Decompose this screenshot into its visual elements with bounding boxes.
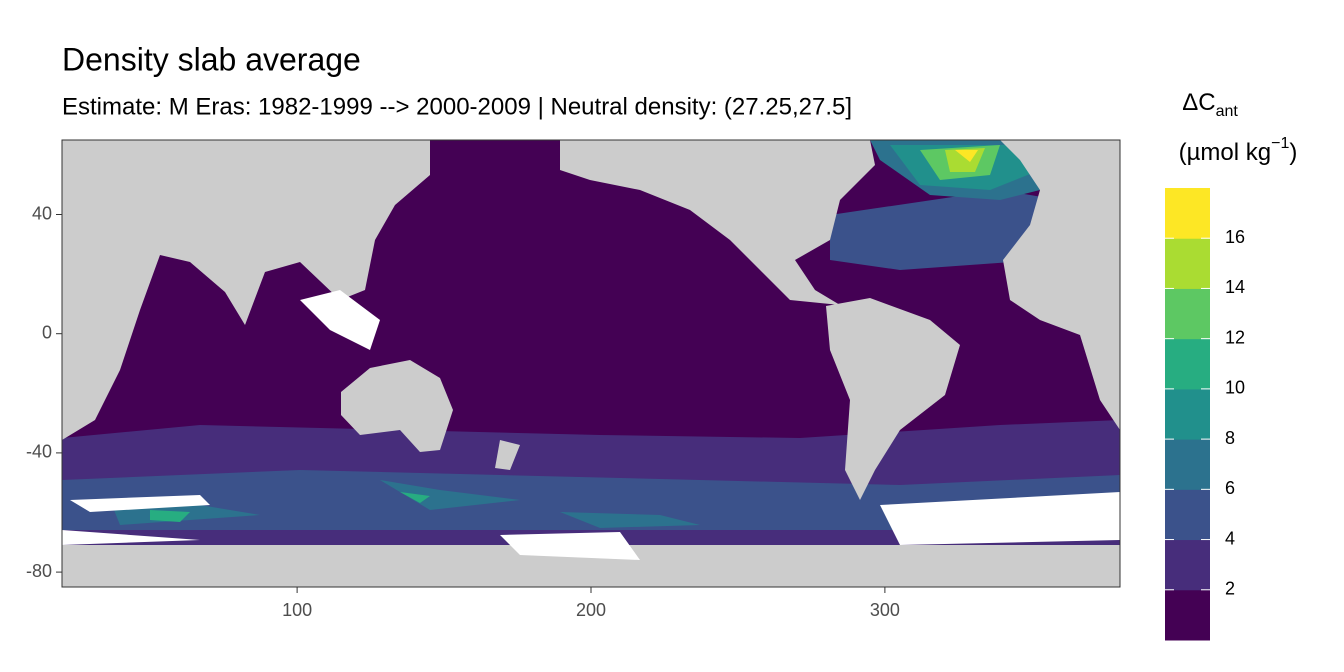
y-tick-label: 40 <box>32 203 52 223</box>
legend-swatch <box>1165 238 1210 289</box>
legend-swatch <box>1165 288 1210 340</box>
land <box>62 140 1120 587</box>
map <box>61 139 1121 588</box>
legend-label: 16 <box>1225 227 1245 247</box>
legend-label: 10 <box>1225 378 1245 398</box>
legend-label: 12 <box>1225 327 1245 347</box>
legend-swatch <box>1165 489 1210 541</box>
chart-subtitle: Estimate: M Eras: 1982-1999 --> 2000-200… <box>62 93 852 120</box>
region <box>150 492 430 522</box>
y-tick-label: -40 <box>26 442 52 462</box>
legend-unit-close: ) <box>1289 139 1297 166</box>
chart-title: Density slab average <box>62 41 361 77</box>
legend-unit: (µmol kg−1) <box>1179 135 1298 166</box>
legend-unit-sup: −1 <box>1271 135 1289 152</box>
region <box>955 150 978 162</box>
legend-label: 6 <box>1225 478 1235 498</box>
legend-label: 4 <box>1225 528 1235 548</box>
legend-title: ΔCant <box>1182 89 1238 120</box>
legend-swatch <box>1165 439 1210 490</box>
y-tick-label: -80 <box>26 561 52 581</box>
legend-swatch <box>1165 188 1210 239</box>
legend-title-sub: ant <box>1216 103 1239 120</box>
legend-swatch <box>1165 539 1210 591</box>
legend-title-main: ΔC <box>1182 89 1215 116</box>
no-data <box>62 290 1120 560</box>
region <box>110 480 700 528</box>
y-tick-label: 0 <box>42 322 52 342</box>
x-tick-label: 300 <box>870 600 900 620</box>
region <box>830 190 1060 270</box>
legend-label: 14 <box>1225 277 1245 297</box>
legend-swatch <box>1165 338 1210 390</box>
legend-swatch <box>1165 589 1210 641</box>
legend-unit-main: (µmol kg <box>1179 139 1272 166</box>
legend-swatch <box>1165 388 1210 440</box>
x-tick-label: 100 <box>282 600 312 620</box>
x-tick-label: 200 <box>576 600 606 620</box>
legend-label: 2 <box>1225 579 1235 599</box>
legend-label: 8 <box>1225 428 1235 448</box>
